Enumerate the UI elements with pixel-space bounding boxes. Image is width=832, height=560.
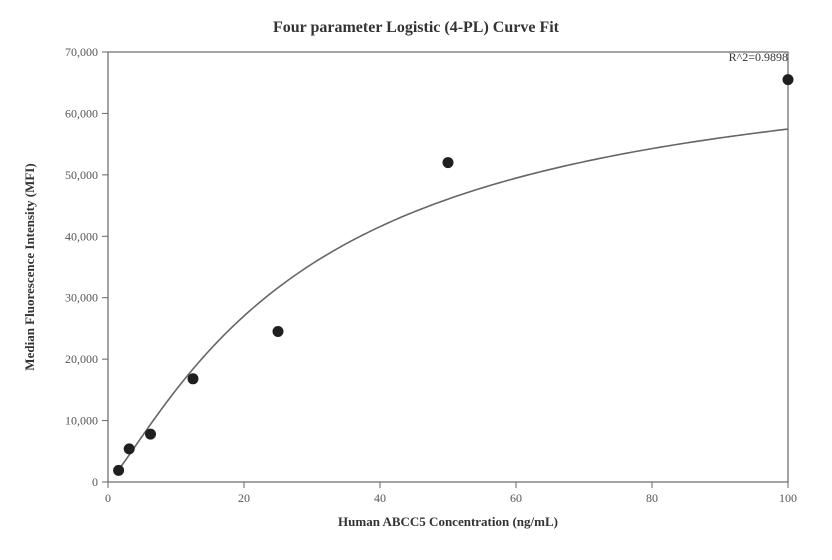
data-point [273, 326, 284, 337]
chart-title: Four parameter Logistic (4-PL) Curve Fit [273, 19, 560, 36]
y-tick-label: 40,000 [65, 229, 98, 243]
y-tick-label: 20,000 [65, 352, 98, 366]
data-point [188, 373, 199, 384]
y-tick-label: 70,000 [65, 45, 98, 59]
x-tick-label: 0 [105, 491, 111, 505]
data-point [124, 443, 135, 454]
x-tick-label: 60 [510, 491, 522, 505]
y-tick-label: 60,000 [65, 106, 98, 120]
x-tick-label: 80 [646, 491, 658, 505]
y-tick-label: 50,000 [65, 168, 98, 182]
y-tick-label: 30,000 [65, 291, 98, 305]
data-point [783, 74, 794, 85]
x-tick-label: 40 [374, 491, 386, 505]
data-point [443, 157, 454, 168]
r-squared-annotation: R^2=0.9898 [729, 50, 788, 64]
x-axis-label: Human ABCC5 Concentration (ng/mL) [338, 514, 558, 529]
data-point [113, 465, 124, 476]
data-point [145, 429, 156, 440]
y-tick-label: 10,000 [65, 414, 98, 428]
plot-area [108, 52, 788, 482]
x-tick-label: 20 [238, 491, 250, 505]
y-tick-label: 0 [92, 475, 98, 489]
x-tick-label: 100 [779, 491, 797, 505]
y-axis-label: Median Fluorescence Intensity (MFI) [22, 163, 37, 370]
